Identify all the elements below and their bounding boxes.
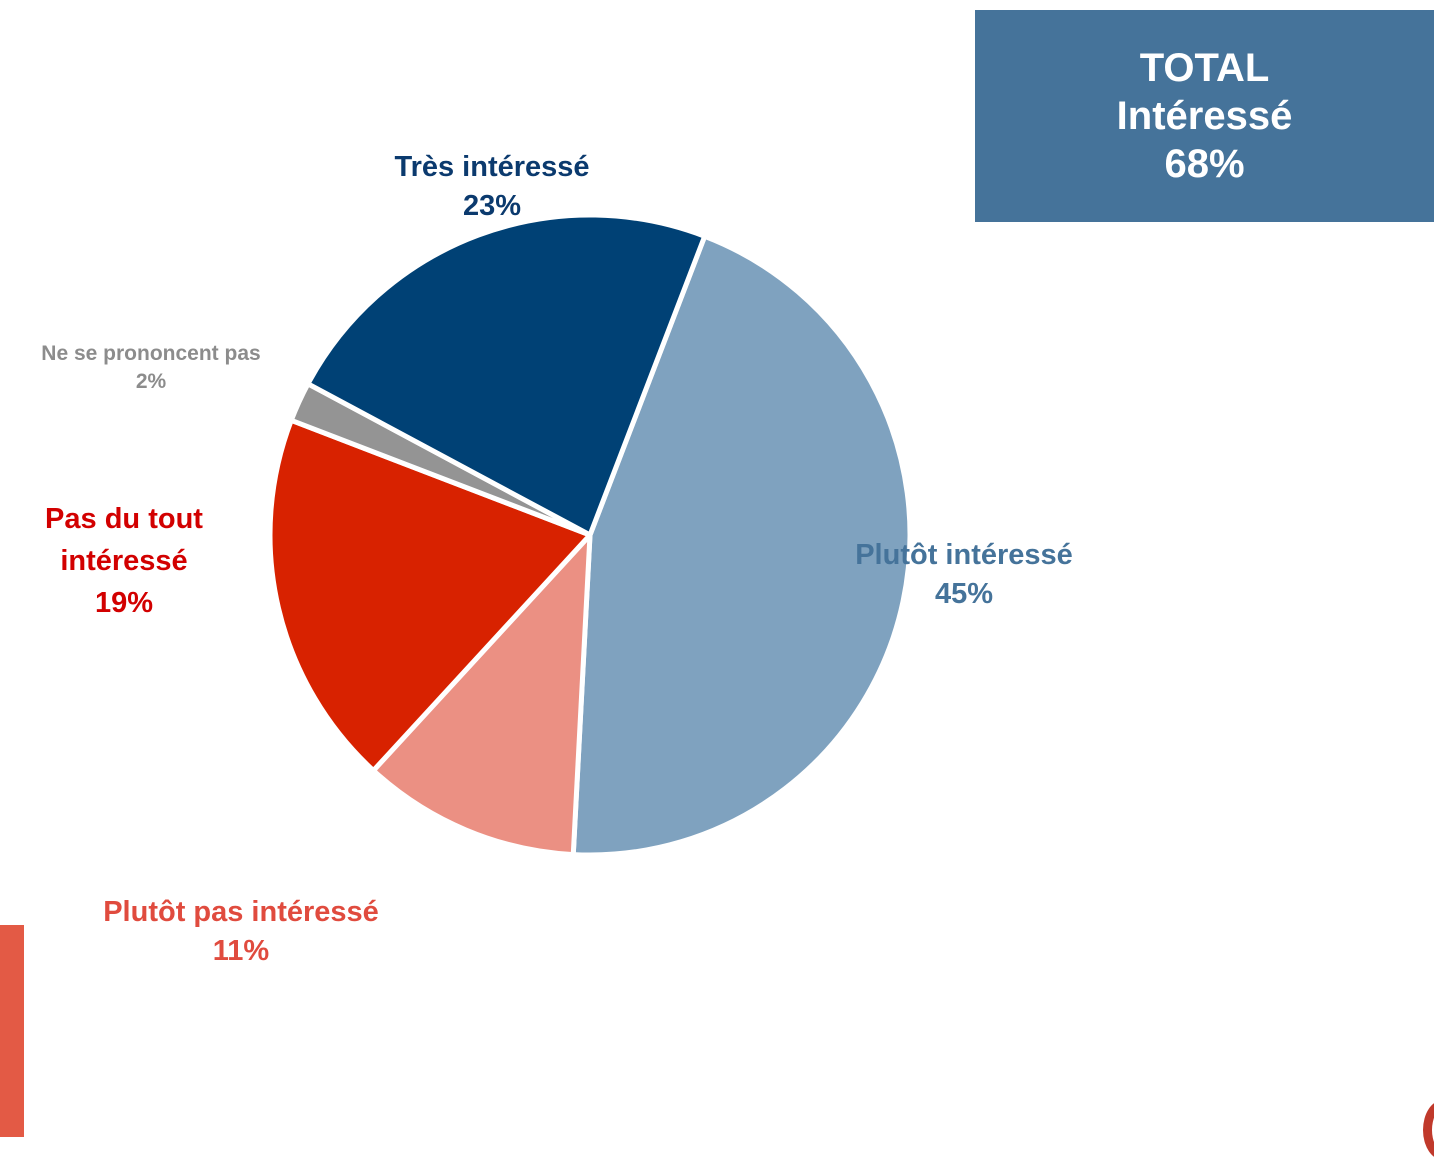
label-nsp-name: Ne se prononcent pas (41, 342, 261, 365)
label-tres-value: 23% (462, 190, 522, 223)
total-box-line3: 68% (1164, 142, 1245, 186)
pie-slice-plutot-interesse (570, 233, 913, 858)
pie-slice-plutot-pas-interesse (370, 532, 593, 858)
label-plutot-pas-name: Plutôt pas intéressé (103, 896, 379, 928)
label-plutot-value: 45% (934, 578, 994, 611)
total-box-line1: TOTAL (1139, 46, 1270, 90)
label-plutot-interesse: Plutôt intéressé 45% (855, 536, 1073, 614)
label-pas-du-tout-value: 19% (94, 587, 154, 620)
label-plutot-pas-interesse: Plutôt pas intéressé 11% (103, 893, 379, 971)
left-accent-bar (0, 925, 24, 1137)
pie-slice-pas-du-tout-interesse (267, 417, 593, 774)
label-tres-name: Très intéressé (394, 151, 590, 183)
label-nsp-value: 2% (135, 370, 167, 394)
total-interested-box: TOTAL Intéressé 68% (975, 10, 1434, 222)
label-pas-du-tout-line1: Pas du tout (45, 503, 203, 535)
label-tres-interesse: Très intéressé 23% (394, 148, 589, 226)
label-pas-du-tout-interesse: Pas du tout intéressé 19% (45, 498, 203, 624)
label-plutot-pas-value: 11% (212, 935, 270, 968)
pie-slice-tres-interesse (305, 212, 708, 538)
label-plutot-name: Plutôt intéressé (855, 539, 1073, 571)
total-box-line2: Intéressé (1116, 94, 1293, 138)
label-ne-se-prononcent-pas: Ne se prononcent pas 2% (41, 340, 260, 397)
label-pas-du-tout-line2: intéressé (60, 545, 188, 578)
